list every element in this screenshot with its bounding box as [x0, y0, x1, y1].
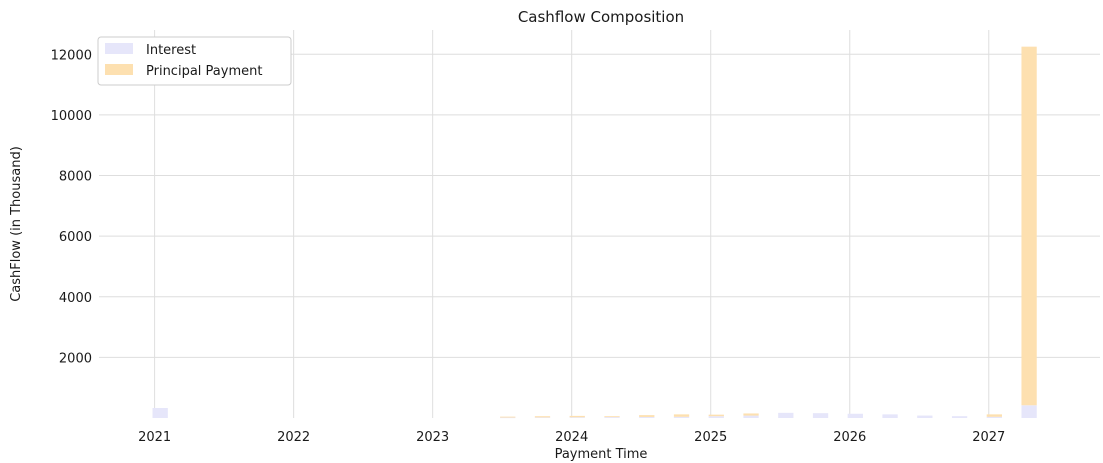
x-tick-label: 2027 — [972, 430, 1005, 445]
legend-box — [97, 36, 292, 86]
x-tick-labels: 2021 2022 2023 2024 2025 2026 2027 — [138, 430, 1005, 445]
y-axis-label: CashFlow (in Thousand) — [9, 146, 24, 302]
bar-interest — [534, 417, 551, 418]
bar-interest — [812, 413, 829, 418]
x-axis-label: Payment Time — [555, 447, 648, 462]
y-tick-labels: 2000 4000 6000 8000 10000 12000 — [51, 48, 92, 366]
bar-interest — [882, 414, 898, 418]
x-tick-label: 2021 — [138, 430, 171, 445]
legend-swatch-interest — [105, 43, 133, 54]
bar-principal-payment — [986, 414, 1002, 417]
bar-interest — [986, 416, 1002, 418]
y-tick-label: 12000 — [51, 48, 92, 63]
y-tick-label: 6000 — [59, 230, 92, 245]
legend-label-principal-payment: Principal Payment — [146, 64, 262, 79]
bar-interest — [152, 407, 168, 418]
legend-label-interest: Interest — [146, 43, 196, 58]
bar-principal-payment — [1021, 46, 1037, 406]
bar-principal-payment — [569, 415, 585, 418]
bar-principal-payment — [534, 416, 551, 418]
chart-title: Cashflow Composition — [518, 8, 684, 26]
bar-principal-payment — [708, 414, 724, 417]
grid — [99, 30, 1100, 418]
x-tick-label: 2023 — [416, 430, 449, 445]
bar-interest — [673, 416, 690, 418]
x-tick-label: 2024 — [555, 430, 588, 445]
bar-principal-payment — [673, 414, 690, 417]
x-tick-label: 2025 — [694, 430, 727, 445]
bar-interest — [951, 416, 968, 418]
bar-interest — [917, 415, 933, 418]
y-tick-label: 2000 — [59, 351, 92, 366]
legend-swatch-principal-payment — [105, 64, 133, 75]
bar-principal-payment — [500, 416, 516, 418]
bar-interest — [847, 413, 863, 418]
bar-interest — [569, 417, 585, 418]
legend: Interest Principal Payment — [97, 36, 292, 86]
bar-interest — [708, 416, 724, 418]
bar-interest — [1021, 405, 1037, 418]
y-tick-label: 10000 — [51, 109, 92, 124]
bar-interest — [500, 417, 516, 419]
y-tick-label: 8000 — [59, 170, 92, 185]
x-tick-label: 2026 — [833, 430, 866, 445]
bars — [152, 46, 1037, 419]
bar-interest — [604, 417, 620, 418]
bar-interest — [639, 416, 655, 418]
y-tick-label: 4000 — [59, 291, 92, 306]
bar-interest — [778, 412, 794, 418]
bar-principal-payment — [743, 413, 759, 416]
x-tick-label: 2022 — [277, 430, 310, 445]
bar-interest — [743, 415, 759, 418]
bar-principal-payment — [604, 416, 620, 418]
bar-principal-payment — [639, 415, 655, 417]
